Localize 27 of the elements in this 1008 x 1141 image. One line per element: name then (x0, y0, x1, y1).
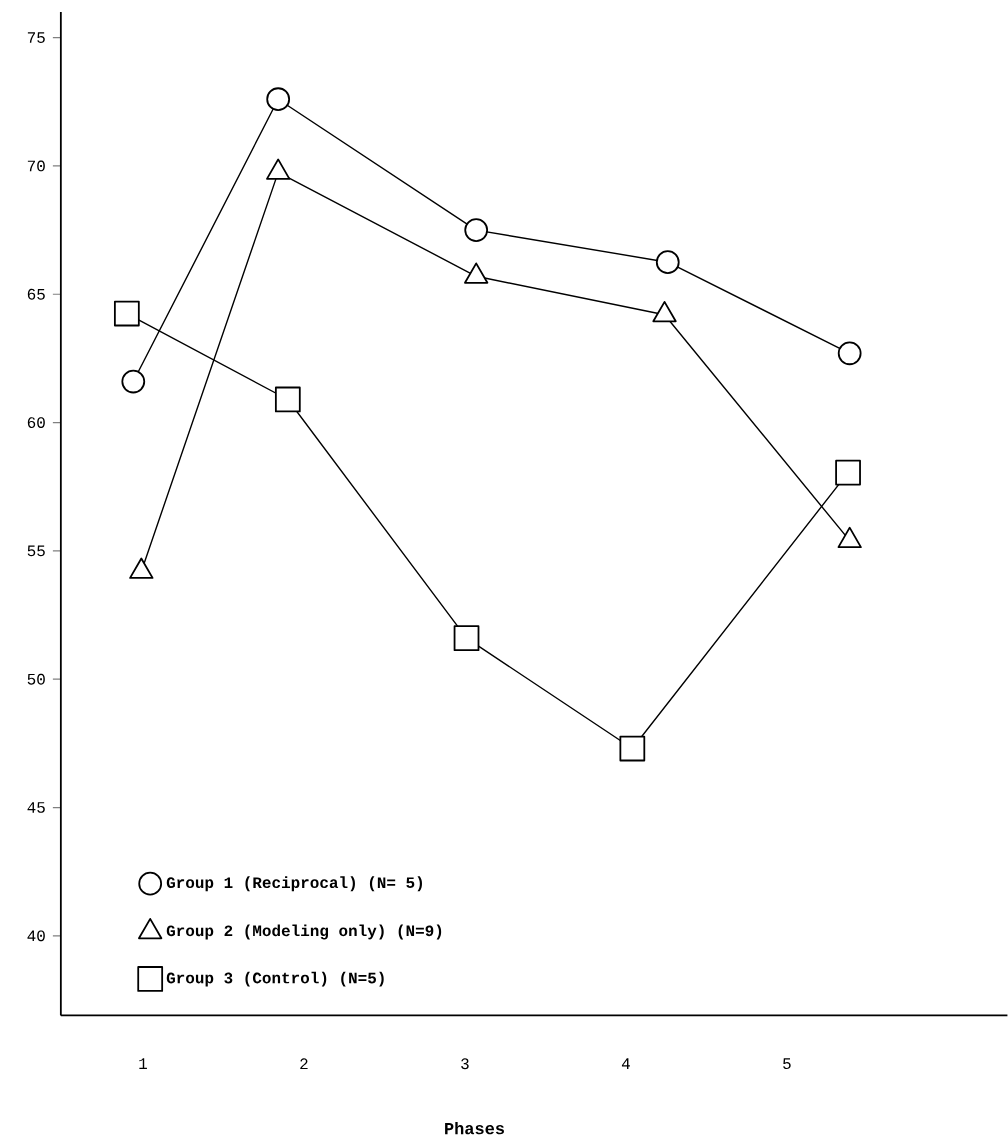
x-tick-label: 4 (621, 1058, 630, 1069)
point (113, 300, 140, 327)
y-tick-label: 75 (27, 32, 45, 43)
y-tick-label: 45 (27, 802, 45, 813)
point (619, 735, 646, 762)
x-axis-title: Phases (444, 1121, 504, 1135)
point (266, 87, 290, 112)
legend-label: Group 2 (Modeling only) (N=9) (166, 924, 441, 940)
point (835, 459, 861, 486)
legend-label: Group 3 (Control) (N=5) (166, 971, 384, 987)
y-tick-label: 60 (27, 417, 45, 428)
y-tick-label: 50 (27, 673, 45, 685)
y-tick-label: 40 (27, 930, 45, 942)
y-tick-label: 65 (27, 288, 45, 300)
point (837, 341, 862, 366)
point (453, 625, 480, 652)
point (464, 218, 488, 242)
x-tick-label: 2 (300, 1058, 308, 1070)
point (274, 386, 301, 413)
x-tick-label: 1 (139, 1058, 147, 1069)
point (655, 250, 680, 275)
y-tick-label: 55 (27, 545, 45, 557)
x-tick-label: 3 (460, 1058, 469, 1070)
x-tick-label: 5 (782, 1058, 791, 1070)
legend-label: Group 1 (Reciprocal) (N= 5) (166, 876, 422, 892)
point (121, 369, 145, 394)
y-tick-label: 70 (27, 160, 45, 172)
